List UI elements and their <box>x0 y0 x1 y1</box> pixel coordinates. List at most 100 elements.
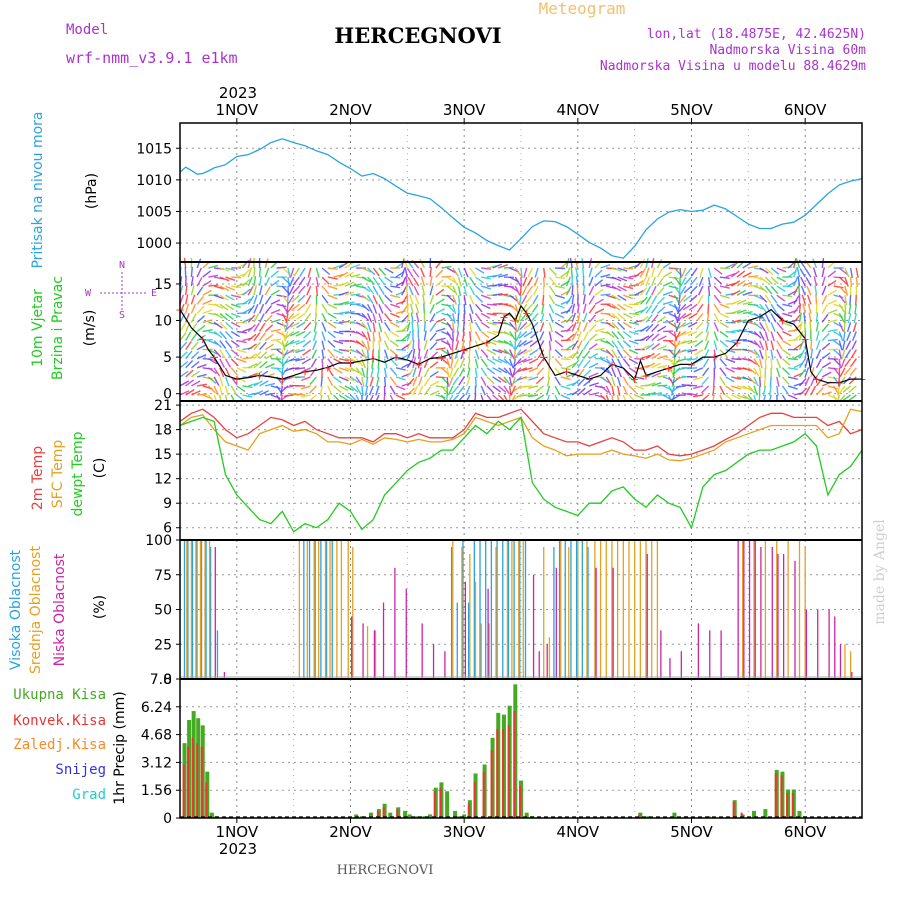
wind-arrow <box>674 331 681 341</box>
wind-arrow <box>264 286 271 296</box>
wind-arrow <box>492 273 503 278</box>
wind-arrow <box>406 312 410 323</box>
wind-arrow <box>372 294 378 305</box>
wind-arrow <box>565 276 571 287</box>
wind-arrow <box>413 285 420 296</box>
wind-arrow <box>367 294 374 304</box>
wind-arrow <box>588 382 599 387</box>
wind-arrow <box>321 331 326 342</box>
wind-arrow <box>616 358 623 369</box>
wind-arrow <box>798 368 807 378</box>
wind-arrow <box>446 267 457 274</box>
wind-arrow <box>259 341 267 351</box>
wind-arrow <box>384 312 392 322</box>
wind-arrow <box>446 367 450 378</box>
wind-arrow <box>656 316 666 323</box>
wind-arrow <box>753 321 763 330</box>
wind-arrow <box>253 285 257 296</box>
wind-arrow <box>405 276 408 287</box>
wind-arrow <box>378 276 386 286</box>
wind-arrow <box>513 349 516 360</box>
wind-arrow <box>793 276 799 287</box>
wind-arrow <box>554 303 565 309</box>
wind-arrow <box>548 294 556 305</box>
wind-arrow <box>663 348 674 352</box>
wind-arrow <box>522 276 528 287</box>
wind-arrow <box>628 339 639 345</box>
wind-arrow <box>782 321 792 327</box>
wind-arrow <box>258 276 262 287</box>
wind-speed-marker: + <box>687 358 696 371</box>
wind-arrow <box>849 267 853 279</box>
pressure-unit: (hPa) <box>84 173 100 209</box>
wind-arrow <box>742 291 753 296</box>
wind-arrow <box>787 367 799 371</box>
precipitation-ytick-label: 4.68 <box>141 728 172 744</box>
wind-arrow <box>407 268 414 278</box>
wind-arrow <box>429 294 435 305</box>
wind-arrow <box>321 294 329 304</box>
wind-arrow <box>372 313 377 324</box>
wind-arrow <box>719 276 730 280</box>
wind-arrow <box>514 322 518 333</box>
wind-arrow <box>469 276 476 286</box>
wind-arrow <box>333 312 344 315</box>
wind-arrow <box>719 312 730 319</box>
wind-arrow <box>366 331 371 342</box>
wind-arrow <box>554 376 561 386</box>
wind-arrow <box>389 321 400 328</box>
wind-speed-marker: + <box>522 307 531 320</box>
wind-arrow <box>259 322 266 332</box>
wind-arrow <box>344 271 355 278</box>
wind-arrow <box>264 295 272 305</box>
wind-arrow <box>842 394 852 402</box>
wind-arrow <box>518 340 528 348</box>
wind-arrow <box>521 285 528 296</box>
meteogram-label: Meteogram <box>539 0 626 18</box>
wind-arrow <box>645 285 652 296</box>
wind-arrow <box>810 367 815 378</box>
wind-arrow <box>705 322 710 333</box>
wind-arrow <box>693 376 704 381</box>
wind-arrow <box>403 258 408 269</box>
wind-arrow <box>423 303 426 314</box>
wind-arrow <box>390 312 400 318</box>
wind-arrow <box>435 308 446 315</box>
wind-arrow <box>350 358 360 364</box>
wind-arrow <box>321 358 324 369</box>
wind-arrow <box>320 376 323 387</box>
wind-arrow <box>327 276 338 280</box>
wind-arrow <box>480 330 490 339</box>
wind-arrow <box>286 321 295 330</box>
conv-precip-bar <box>382 807 385 818</box>
wind-arrow <box>435 357 446 360</box>
wind-arrow <box>361 285 371 293</box>
wind-arrow <box>662 281 673 287</box>
wind-arrow <box>297 294 306 303</box>
wind-arrow <box>435 376 446 379</box>
wind-arrow <box>295 348 306 354</box>
wind-arrow <box>361 385 364 396</box>
wind-arrow <box>179 351 188 360</box>
wind-arrow <box>383 349 389 360</box>
wind-arrow <box>492 283 503 287</box>
wind-arrow <box>190 303 197 314</box>
wind-arrow <box>782 330 792 337</box>
wind-arrow <box>776 285 786 292</box>
wind-arrow <box>327 267 338 270</box>
wind-arrow <box>575 267 579 278</box>
conv-precip-bar <box>376 810 379 818</box>
wind-arrow <box>681 339 692 344</box>
wind-speed-marker: + <box>630 373 639 386</box>
wind-arrow <box>401 304 409 314</box>
wind-arrow <box>764 358 767 369</box>
wind-arrow <box>838 349 842 360</box>
wind-arrow <box>435 269 444 278</box>
wind-arrow <box>704 331 710 342</box>
wind-arrow <box>851 331 857 342</box>
wind-arrow <box>219 321 228 330</box>
wind-arrow <box>480 385 486 396</box>
wind-arrow <box>821 323 830 332</box>
wind-arrow <box>681 392 692 396</box>
